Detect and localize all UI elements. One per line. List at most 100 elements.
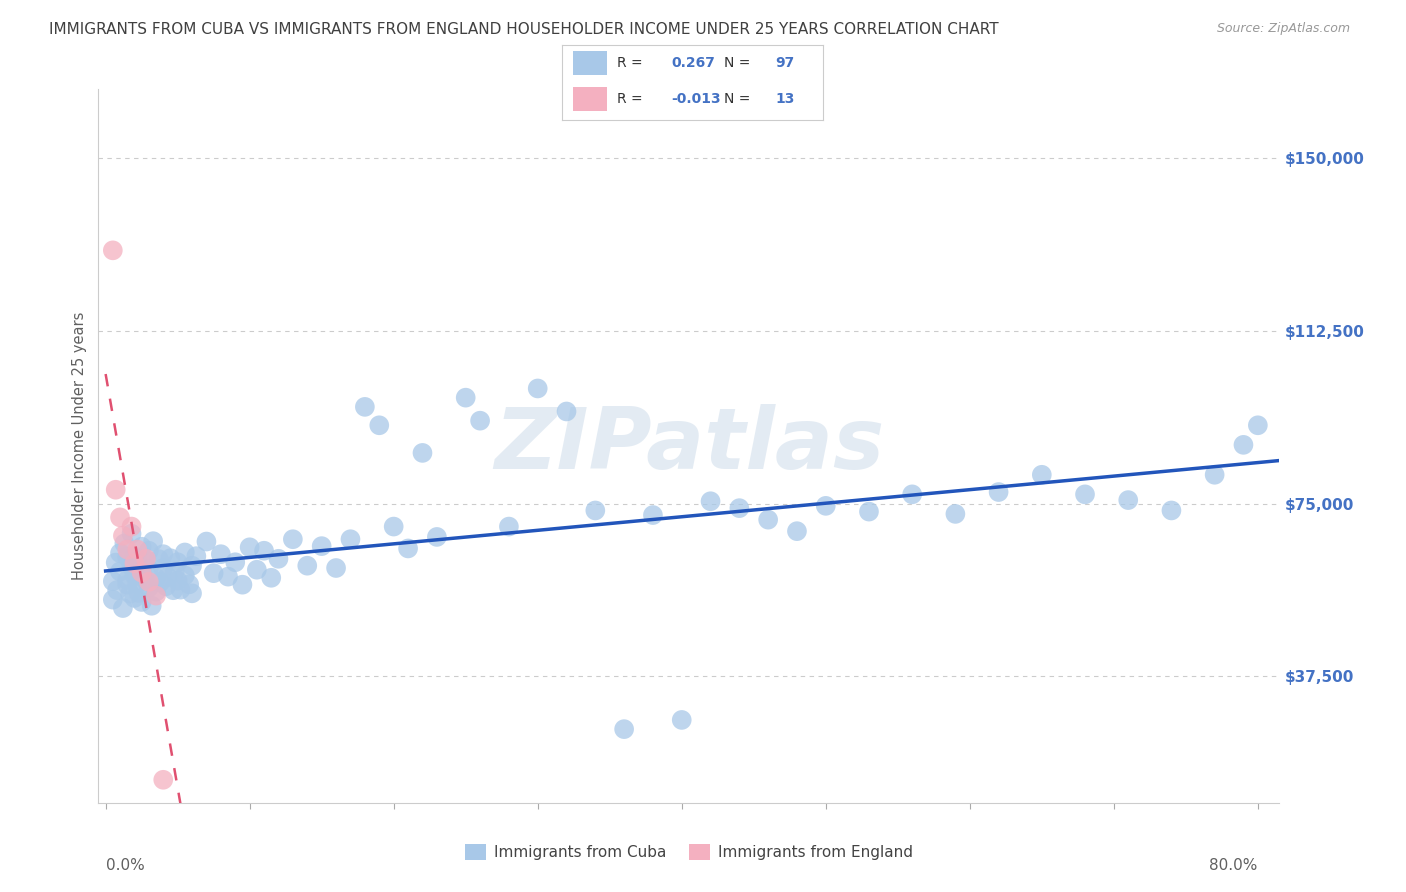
Point [583, 503, 606, 517]
Point [239, 541, 262, 555]
Point [281, 533, 304, 547]
Point [124, 549, 146, 564]
Point [555, 404, 578, 418]
Point [138, 562, 160, 576]
Point [127, 542, 149, 557]
Point [108, 546, 131, 560]
Point [124, 591, 146, 605]
Point [246, 563, 269, 577]
Text: 0.0%: 0.0% [105, 858, 145, 873]
Point [152, 772, 174, 787]
Point [671, 713, 693, 727]
Text: IMMIGRANTS FROM CUBA VS IMMIGRANTS FROM ENGLAND HOUSEHOLDER INCOME UNDER 25 YEAR: IMMIGRANTS FROM CUBA VS IMMIGRANTS FROM … [49, 22, 998, 37]
Point [411, 446, 433, 460]
Point [131, 540, 153, 554]
Point [231, 577, 253, 591]
Text: ZIPatlas: ZIPatlas [494, 404, 884, 488]
Point [104, 556, 127, 570]
Point [162, 583, 184, 598]
Text: -0.013: -0.013 [672, 92, 721, 106]
Point [267, 551, 290, 566]
Point [145, 584, 167, 599]
Point [1204, 467, 1226, 482]
Point [115, 542, 138, 557]
Point [382, 519, 405, 533]
Point [101, 574, 124, 589]
Point [108, 510, 131, 524]
Point [786, 524, 808, 538]
Point [1031, 467, 1053, 482]
Point [159, 551, 181, 566]
Point [115, 550, 138, 565]
Point [699, 494, 721, 508]
Bar [572, 87, 606, 112]
Point [138, 581, 160, 595]
Point [135, 553, 157, 567]
Point [468, 414, 491, 428]
Point [124, 557, 146, 571]
Point [339, 533, 361, 547]
Point [152, 561, 174, 575]
Point [325, 561, 347, 575]
Point [108, 565, 131, 579]
Point [111, 601, 134, 615]
Text: N =: N = [724, 92, 755, 106]
Text: 80.0%: 80.0% [1209, 858, 1258, 873]
Point [202, 566, 225, 581]
Point [181, 586, 204, 600]
Point [163, 565, 186, 579]
Point [121, 558, 143, 573]
Point [354, 400, 377, 414]
Point [368, 418, 391, 433]
Text: N =: N = [724, 56, 755, 70]
Point [166, 555, 188, 569]
Point [297, 558, 319, 573]
Point [253, 543, 276, 558]
Point [166, 574, 188, 588]
Point [155, 579, 177, 593]
Point [149, 575, 172, 590]
Point [217, 569, 239, 583]
Point [121, 519, 143, 533]
Point [1247, 418, 1270, 433]
Y-axis label: Householder Income Under 25 years: Householder Income Under 25 years [72, 312, 87, 580]
Point [111, 529, 134, 543]
Point [987, 485, 1010, 500]
Point [209, 547, 232, 561]
Point [131, 595, 153, 609]
Point [104, 483, 127, 497]
Point [138, 574, 160, 589]
Point [901, 487, 924, 501]
Point [454, 391, 477, 405]
Point [101, 592, 124, 607]
Point [115, 577, 138, 591]
Text: R =: R = [617, 56, 647, 70]
Point [131, 566, 153, 580]
Point [426, 530, 449, 544]
Point [148, 552, 170, 566]
Point [131, 563, 153, 577]
Point [186, 549, 208, 563]
Point [641, 508, 664, 522]
Text: 97: 97 [776, 56, 794, 70]
Point [858, 505, 880, 519]
Point [101, 244, 124, 258]
Text: R =: R = [617, 92, 647, 106]
Point [756, 513, 779, 527]
Point [1074, 487, 1097, 501]
Point [127, 554, 149, 568]
Point [396, 541, 419, 556]
Point [311, 539, 333, 553]
Point [169, 582, 191, 597]
Point [1160, 503, 1182, 517]
Point [138, 543, 160, 558]
Point [112, 536, 135, 550]
Point [1232, 438, 1254, 452]
Text: 13: 13 [776, 92, 794, 106]
Point [115, 573, 138, 587]
Point [1116, 493, 1139, 508]
Point [121, 526, 143, 541]
Point [156, 570, 179, 584]
Legend: Immigrants from Cuba, Immigrants from England: Immigrants from Cuba, Immigrants from En… [458, 838, 920, 866]
Point [124, 568, 146, 582]
